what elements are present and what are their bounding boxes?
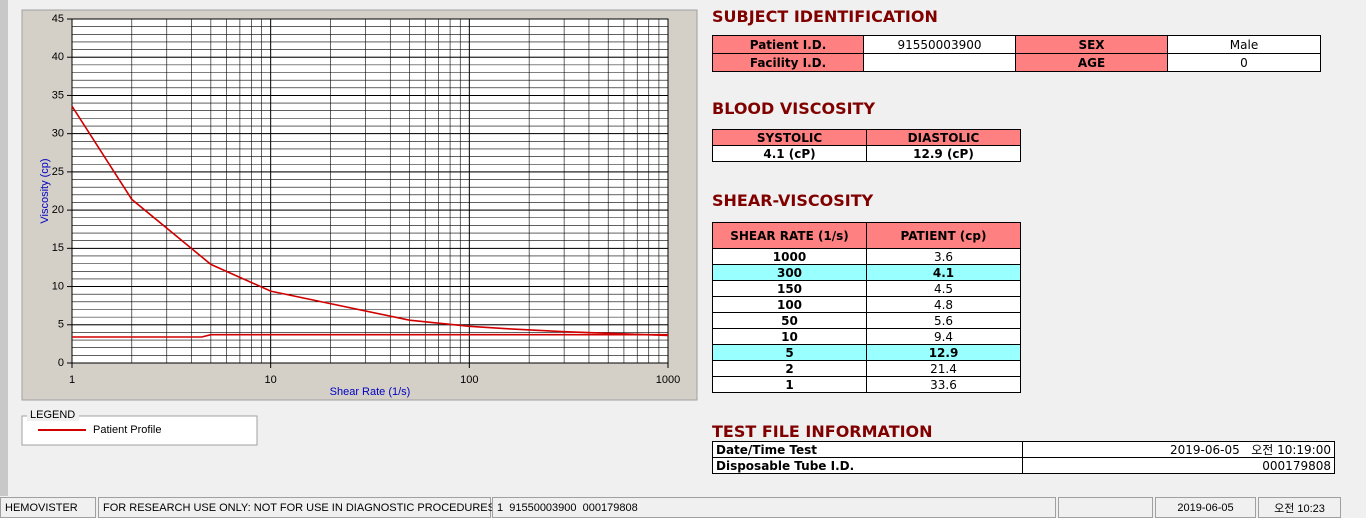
status-cell: 오전 10:23 bbox=[1258, 497, 1341, 518]
y-axis-label: Viscosity (cp) bbox=[39, 158, 51, 223]
field-value bbox=[863, 53, 1016, 72]
y-tick-label: 35 bbox=[52, 89, 64, 101]
y-tick-label: 5 bbox=[58, 319, 64, 331]
window-edge bbox=[0, 0, 8, 496]
viscosity: 5.6 bbox=[866, 312, 1021, 329]
shear-rate: 5 bbox=[712, 344, 867, 361]
y-tick-label: 25 bbox=[52, 166, 64, 178]
info-label: Date/Time Test bbox=[712, 441, 1023, 458]
legend-title-bg bbox=[27, 409, 79, 421]
field-label: AGE bbox=[1015, 53, 1168, 72]
viscosity: 3.6 bbox=[866, 248, 1021, 265]
status-cell: HEMOVISTER bbox=[0, 497, 96, 518]
viscosity: 4.5 bbox=[866, 280, 1021, 297]
y-tick-label: 20 bbox=[52, 204, 64, 216]
y-tick-label: 45 bbox=[52, 13, 64, 25]
field-value: 91550003900 bbox=[863, 35, 1016, 54]
field-value: Male bbox=[1167, 35, 1321, 54]
y-tick-label: 10 bbox=[52, 280, 64, 292]
table-header: PATIENT (cp) bbox=[866, 222, 1021, 249]
chart: Shear Rate (1/s) Viscosity (cp) LEGEND 0… bbox=[21, 9, 698, 446]
data-line bbox=[72, 333, 668, 338]
section-title: BLOOD VISCOSITY bbox=[712, 99, 876, 118]
x-tick-label: 100 bbox=[460, 374, 478, 386]
status-cell: 2019-06-05 bbox=[1155, 497, 1256, 518]
shear-rate: 2 bbox=[712, 360, 867, 377]
x-tick-label: 1 bbox=[69, 374, 75, 386]
y-tick-label: 30 bbox=[52, 128, 64, 140]
info-label: Disposable Tube I.D. bbox=[712, 457, 1023, 474]
shear-rate: 1 bbox=[712, 376, 867, 393]
data-line bbox=[71, 105, 669, 337]
info-value: 2019-06-05 오전 10:19:00 bbox=[1022, 441, 1335, 458]
y-tick-label: 40 bbox=[52, 51, 64, 63]
viscosity: 9.4 bbox=[866, 328, 1021, 345]
field-label: SEX bbox=[1015, 35, 1168, 54]
table-header: SYSTOLIC bbox=[712, 129, 867, 146]
viscosity: 33.6 bbox=[866, 376, 1021, 393]
shear-rate: 300 bbox=[712, 264, 867, 281]
section-title: SHEAR-VISCOSITY bbox=[712, 191, 874, 210]
status-cell: FOR RESEARCH USE ONLY: NOT FOR USE IN DI… bbox=[98, 497, 495, 518]
field-label: Patient I.D. bbox=[712, 35, 864, 54]
table-header: DIASTOLIC bbox=[866, 129, 1021, 146]
y-tick-label: 0 bbox=[58, 357, 64, 369]
viscosity: 12.9 bbox=[866, 344, 1021, 361]
shear-rate: 10 bbox=[712, 328, 867, 345]
viscosity: 4.8 bbox=[866, 296, 1021, 313]
field-label: Facility I.D. bbox=[712, 53, 864, 72]
table-value: 12.9 (cP) bbox=[866, 145, 1021, 162]
legend-label: Patient Profile bbox=[93, 424, 161, 436]
table-value: 4.1 (cP) bbox=[712, 145, 867, 162]
table-header: SHEAR RATE (1/s) bbox=[712, 222, 867, 249]
shear-rate: 1000 bbox=[712, 248, 867, 265]
x-tick-label: 1000 bbox=[656, 374, 680, 386]
legend-title: LEGEND bbox=[30, 409, 75, 421]
shear-rate: 150 bbox=[712, 280, 867, 297]
status-cell bbox=[1058, 497, 1153, 518]
shear-rate: 50 bbox=[712, 312, 867, 329]
status-cell: 1 91550003900 000179808 bbox=[492, 497, 1056, 518]
y-tick-label: 15 bbox=[52, 242, 64, 254]
info-value: 000179808 bbox=[1022, 457, 1335, 474]
x-tick-label: 10 bbox=[265, 374, 277, 386]
x-axis-label: Shear Rate (1/s) bbox=[330, 386, 411, 398]
field-value: 0 bbox=[1167, 53, 1321, 72]
viscosity: 4.1 bbox=[866, 264, 1021, 281]
section-title: SUBJECT IDENTIFICATION bbox=[712, 7, 938, 26]
plot-area bbox=[71, 18, 669, 364]
shear-rate: 100 bbox=[712, 296, 867, 313]
section-title: TEST FILE INFORMATION bbox=[712, 422, 933, 441]
viscosity: 21.4 bbox=[866, 360, 1021, 377]
